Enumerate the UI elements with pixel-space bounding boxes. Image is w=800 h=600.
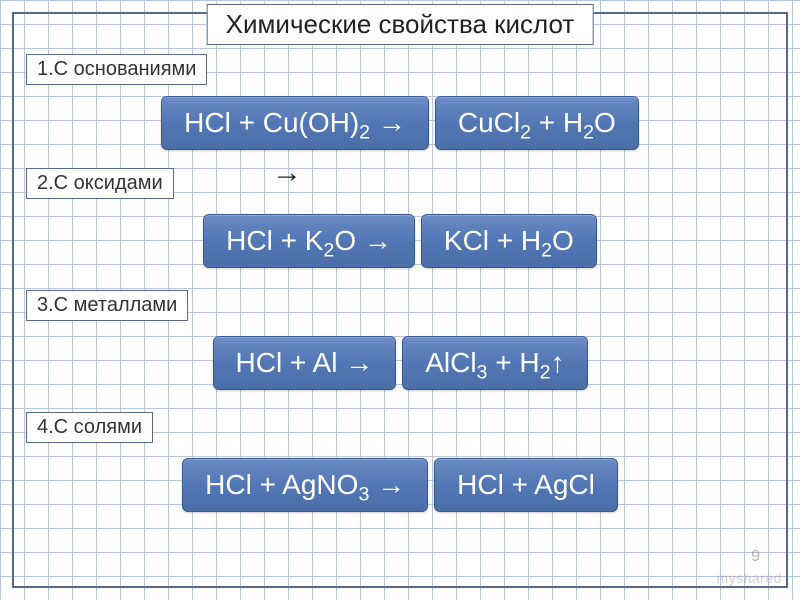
reaction-row-4: HCl + AgNO3 → HCl + AgCl (0, 458, 800, 512)
reaction-1-left: HCl + Cu(OH)2 → (161, 96, 429, 150)
reaction-4-right: HCl + AgCl (434, 458, 618, 512)
stray-arrow-text: → (272, 156, 302, 189)
section-label-1-text: 1.С основаниями (37, 58, 196, 80)
page-title: Химические свойства кислот (207, 4, 594, 45)
section-label-1: 1.С основаниями (26, 54, 207, 85)
reaction-row-3: HCl + Al → AlCl3 + H2↑ (0, 336, 800, 390)
section-label-4: 4.С солями (26, 412, 153, 443)
section-label-2-text: 2.С оксидами (37, 172, 163, 194)
reaction-2-left: HCl + K2O → (203, 214, 415, 268)
reaction-1-right: CuCl2 + H2O (435, 96, 639, 150)
section-label-4-text: 4.С солями (37, 416, 142, 438)
reaction-3-right: AlCl3 + H2↑ (402, 336, 587, 390)
reaction-row-2: HCl + K2O → KCl + H2O (0, 214, 800, 268)
page-number: 9 (751, 548, 760, 566)
reaction-2-right: KCl + H2O (421, 214, 597, 268)
watermark: myshared (717, 570, 782, 586)
reaction-3-left: HCl + Al → (213, 336, 397, 390)
reaction-row-1: HCl + Cu(OH)2 → CuCl2 + H2O (0, 96, 800, 150)
reaction-4-left: HCl + AgNO3 → (182, 458, 428, 512)
title-text: Химические свойства кислот (226, 9, 575, 39)
section-label-2: 2.С оксидами (26, 168, 174, 199)
section-label-3: 3.С металлами (26, 290, 188, 321)
stray-arrow: → (272, 156, 302, 190)
section-label-3-text: 3.С металлами (37, 294, 177, 316)
